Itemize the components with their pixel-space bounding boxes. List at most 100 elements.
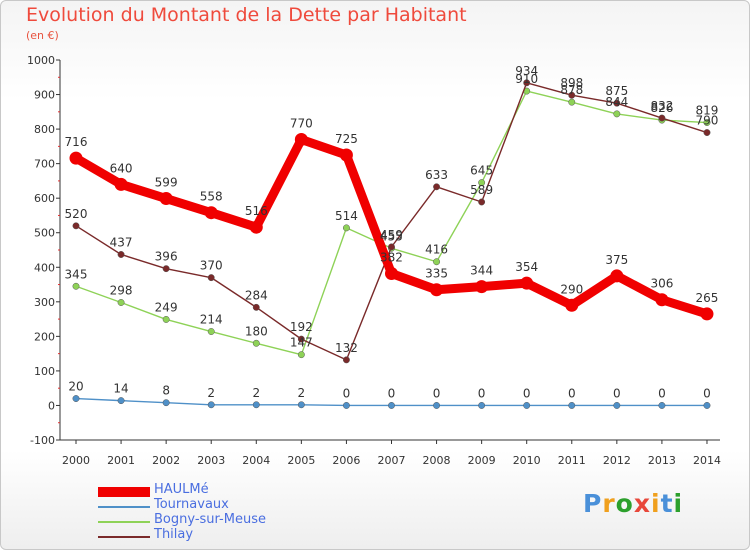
data-label: 516 [245, 204, 268, 218]
y-tick-label: 100 [34, 365, 55, 378]
data-point [658, 402, 666, 409]
logo-letter: P [583, 489, 603, 518]
data-label: 290 [560, 282, 583, 296]
data-label: 455 [380, 229, 403, 243]
data-label: 396 [155, 250, 178, 264]
x-tick-label: 2008 [423, 454, 451, 467]
data-point [342, 402, 350, 409]
data-label: 132 [335, 341, 358, 355]
data-label: 335 [425, 267, 448, 281]
data-label: 819 [696, 104, 719, 118]
data-label: 0 [388, 386, 396, 400]
legend-swatch [98, 521, 150, 523]
y-tick-label: 1000 [27, 54, 55, 67]
data-label: 599 [155, 176, 178, 190]
legend-item: Bogny-sur-Meuse [98, 512, 358, 529]
data-label: 20 [68, 380, 83, 394]
data-label: 898 [560, 76, 583, 90]
x-tick-label: 2005 [287, 454, 315, 467]
data-point [207, 401, 215, 409]
legend-label: HAULMé [154, 482, 209, 497]
series-line [71, 134, 712, 319]
data-point [162, 265, 170, 273]
data-label: 459 [380, 228, 403, 242]
data-label: 640 [110, 161, 133, 175]
data-label: 875 [605, 84, 628, 98]
data-point [433, 258, 441, 266]
x-tick-label: 2000 [62, 454, 90, 467]
data-point [117, 299, 125, 306]
data-point [297, 335, 305, 343]
data-point [297, 401, 305, 409]
data-label: 345 [65, 267, 88, 281]
data-point [613, 110, 621, 118]
data-point [72, 282, 80, 290]
data-label: 878 [560, 83, 583, 97]
data-point [162, 315, 170, 323]
data-point [703, 402, 711, 409]
data-point [339, 148, 353, 162]
data-label: 0 [433, 386, 441, 400]
data-label: 344 [470, 264, 493, 278]
data-label: 558 [200, 190, 223, 204]
data-label: 770 [290, 116, 313, 130]
data-point [568, 402, 576, 409]
data-label: 8 [162, 384, 170, 398]
data-point [162, 399, 170, 407]
legend-item: HAULMé [98, 482, 358, 499]
data-point [342, 356, 350, 364]
data-point [252, 303, 260, 311]
y-tick-label: 800 [34, 123, 55, 136]
data-label: 589 [470, 183, 493, 197]
data-label: 306 [650, 277, 673, 291]
x-tick-label: 2004 [242, 454, 270, 467]
chart-title: Evolution du Montant de la Dette par Hab… [26, 4, 467, 26]
data-point [568, 98, 576, 106]
x-tick-label: 2012 [603, 454, 631, 467]
data-label: 832 [650, 99, 673, 113]
series-bogny-sur-meuse [72, 87, 711, 359]
data-label: 370 [200, 259, 223, 273]
y-tick-label: 200 [34, 330, 55, 343]
data-label: 520 [65, 207, 88, 221]
data-label: 716 [65, 135, 88, 149]
y-tick-label: 900 [34, 89, 55, 102]
data-point [249, 220, 263, 234]
data-point [433, 402, 441, 409]
data-point [204, 206, 218, 220]
proxiti-logo: Proxiti [583, 489, 683, 518]
data-label: 0 [613, 386, 621, 400]
data-point [523, 79, 531, 87]
data-point [703, 129, 711, 136]
data-point [388, 402, 395, 409]
x-tick-label: 2007 [377, 454, 405, 467]
x-tick-label: 2002 [152, 454, 180, 467]
data-point [523, 402, 531, 409]
data-label: 354 [515, 260, 538, 274]
y-tick-label: 400 [34, 261, 55, 274]
data-label: 249 [155, 300, 178, 314]
data-label: 934 [515, 64, 538, 78]
data-label: 2 [298, 386, 306, 400]
legend-label: Thilay [154, 527, 194, 542]
data-label: 0 [658, 386, 666, 400]
data-label: 0 [523, 386, 531, 400]
y-tick-label: 0 [48, 399, 55, 412]
data-point [478, 179, 486, 187]
data-point [388, 243, 395, 251]
data-point [658, 114, 666, 122]
data-label: 2 [252, 386, 260, 400]
data-label: 284 [245, 288, 268, 302]
data-point [252, 401, 260, 409]
data-label: 2 [207, 386, 215, 400]
data-label: 437 [110, 235, 133, 249]
y-tick-label: -100 [30, 434, 55, 447]
data-point [117, 397, 125, 405]
data-point [655, 293, 669, 307]
data-point [159, 192, 173, 206]
logo-letter: o [615, 489, 634, 518]
data-point [72, 395, 80, 402]
series-line [75, 82, 708, 361]
y-tick-label: 300 [34, 296, 55, 309]
data-point [114, 177, 128, 191]
